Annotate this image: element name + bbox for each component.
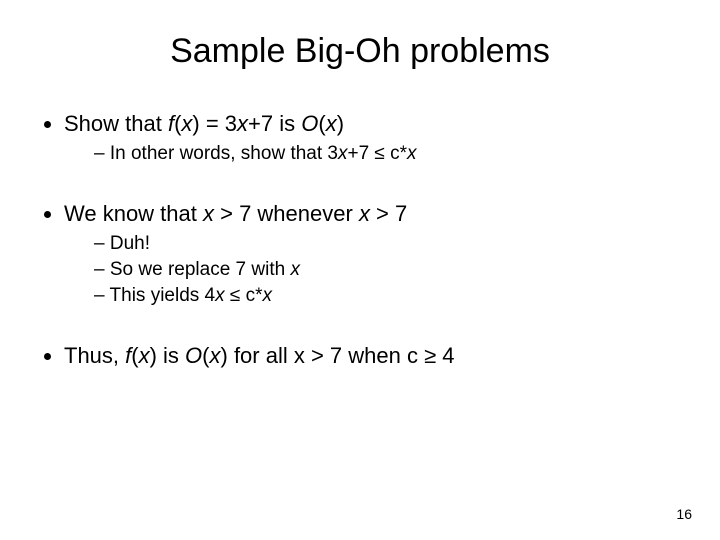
list-item: Show that f(x) = 3x+7 is O(x) In other w… — [64, 111, 684, 165]
text-run: ) is — [150, 343, 185, 368]
text-run-italic: x — [203, 201, 214, 226]
text-run: Show that — [64, 111, 168, 136]
text-run-italic: x — [237, 111, 248, 136]
bullet-level-1: Thus, f(x) is O(x) for all x > 7 when c … — [64, 343, 684, 369]
text-run-italic: x — [263, 285, 273, 306]
slide-title: Sample Big-Oh problems — [36, 32, 684, 71]
text-run: Duh! — [110, 233, 150, 254]
text-run: > 7 — [370, 201, 407, 226]
text-run: ≤ c* — [225, 285, 263, 306]
block-2: We know that x > 7 whenever x > 7 Duh! S… — [36, 201, 684, 307]
bullet-level-2: In other words, show that 3x+7 ≤ c*x — [94, 143, 684, 165]
list-item: So we replace 7 with x — [94, 259, 684, 281]
bullet-level-1: We know that x > 7 whenever x > 7 Duh! S… — [64, 201, 684, 307]
bullet-level-1: Show that f(x) = 3x+7 is O(x) In other w… — [64, 111, 684, 165]
text-run-italic: x — [210, 343, 221, 368]
text-run-italic: x — [139, 343, 150, 368]
text-run-italic: x — [326, 111, 337, 136]
text-run: +7 ≤ c* — [347, 143, 407, 164]
text-run: +7 is — [248, 111, 301, 136]
text-run-italic: x — [181, 111, 192, 136]
page-number: 16 — [676, 506, 692, 522]
text-run-italic: x — [359, 201, 370, 226]
text-run: ( — [318, 111, 325, 136]
text-run: ( — [131, 343, 138, 368]
text-run: ) — [337, 111, 344, 136]
text-run: > 7 whenever — [214, 201, 359, 226]
list-item: We know that x > 7 whenever x > 7 Duh! S… — [64, 201, 684, 307]
text-run: In other words, show that 3 — [110, 143, 338, 164]
block-3: Thus, f(x) is O(x) for all x > 7 when c … — [36, 343, 684, 369]
list-item: Thus, f(x) is O(x) for all x > 7 when c … — [64, 343, 684, 369]
text-run: ( — [202, 343, 209, 368]
text-run: ) for all x > 7 when c ≥ 4 — [221, 343, 455, 368]
text-run-italic: O — [301, 111, 318, 136]
text-run: So we replace 7 with — [110, 259, 291, 280]
text-run-italic: x — [407, 143, 417, 164]
list-item: Duh! — [94, 233, 684, 255]
list-item: This yields 4x ≤ c*x — [94, 285, 684, 307]
text-run: Thus, — [64, 343, 125, 368]
text-run: We know that — [64, 201, 203, 226]
text-run: ) = 3 — [192, 111, 237, 136]
list-item: In other words, show that 3x+7 ≤ c*x — [94, 143, 684, 165]
text-run: This yields 4 — [110, 285, 216, 306]
block-1: Show that f(x) = 3x+7 is O(x) In other w… — [36, 111, 684, 165]
text-run-italic: O — [185, 343, 202, 368]
text-run-italic: x — [215, 285, 225, 306]
text-run-italic: x — [290, 259, 300, 280]
bullet-level-2: Duh! So we replace 7 with x This yields … — [94, 233, 684, 307]
